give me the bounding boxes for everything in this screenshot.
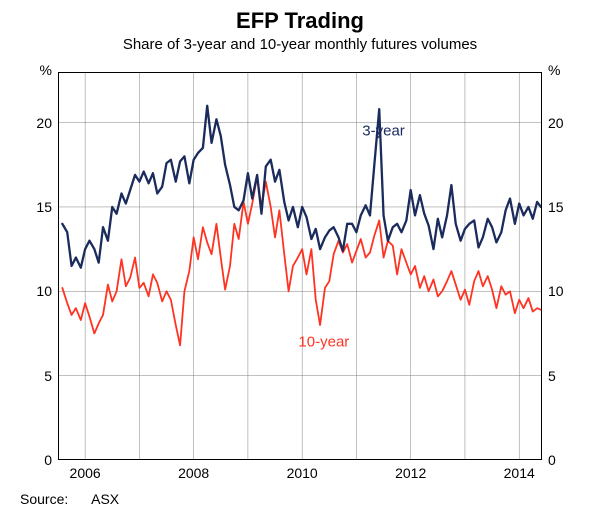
y-tick-left: 10 bbox=[36, 283, 58, 299]
chart-subtitle: Share of 3-year and 10-year monthly futu… bbox=[0, 34, 600, 53]
x-tick: 2010 bbox=[287, 460, 318, 481]
y-tick-left: 15 bbox=[36, 199, 58, 215]
y-tick-right: 0 bbox=[542, 452, 556, 468]
y-tick-right: 5 bbox=[542, 368, 556, 384]
x-tick: 2014 bbox=[504, 460, 535, 481]
chart-title: EFP Trading bbox=[0, 0, 600, 34]
source-label: Source: bbox=[20, 491, 88, 507]
y-tick-left: 5 bbox=[44, 368, 58, 384]
plot-svg bbox=[58, 72, 542, 460]
source-value: ASX bbox=[91, 491, 119, 507]
series-label: 10-year bbox=[298, 333, 349, 350]
x-tick: 2006 bbox=[70, 460, 101, 481]
y-tick-right: 15 bbox=[542, 199, 564, 215]
y-unit-right: % bbox=[542, 62, 560, 78]
series-label: 3-year bbox=[362, 123, 405, 140]
y-tick-left: 20 bbox=[36, 115, 58, 131]
source-line: Source: ASX bbox=[20, 491, 119, 507]
y-tick-left: 0 bbox=[44, 452, 58, 468]
plot-area: % % 005510101515202020062008201020122014… bbox=[58, 72, 542, 460]
y-unit-left: % bbox=[40, 62, 58, 78]
y-tick-right: 10 bbox=[542, 283, 564, 299]
chart-container: EFP Trading Share of 3-year and 10-year … bbox=[0, 0, 600, 517]
x-tick: 2008 bbox=[178, 460, 209, 481]
x-tick: 2012 bbox=[395, 460, 426, 481]
y-tick-right: 20 bbox=[542, 115, 564, 131]
